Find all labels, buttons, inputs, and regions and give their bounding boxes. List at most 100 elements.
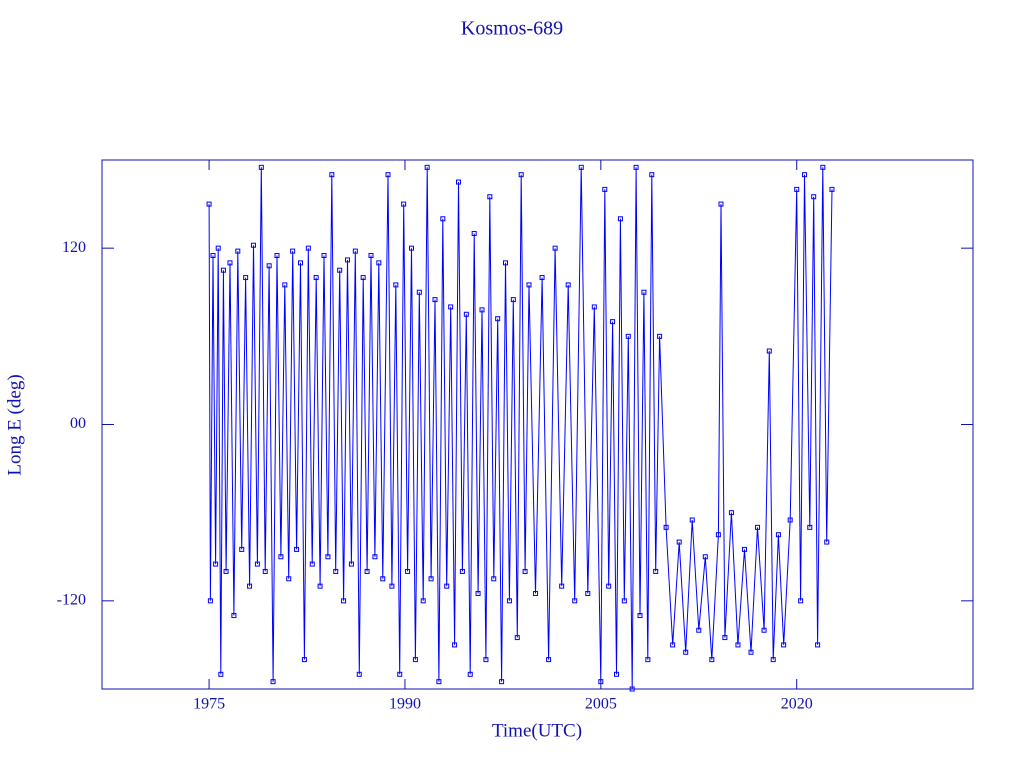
data-point: [376, 260, 382, 266]
data-point: [348, 561, 354, 567]
data-point: [794, 186, 800, 192]
data-point: [533, 590, 539, 596]
data-point: [448, 304, 454, 310]
data-point: [775, 532, 781, 538]
data-point: [552, 245, 558, 251]
data-point: [254, 561, 260, 567]
data-point: [696, 627, 702, 633]
data-point: [503, 260, 509, 266]
y-tick-label: 00: [70, 415, 86, 432]
data-point: [329, 172, 335, 178]
data-point: [344, 257, 350, 263]
data-point: [356, 671, 362, 677]
data-point: [709, 657, 715, 663]
data-point: [715, 532, 721, 538]
data-point: [591, 304, 597, 310]
data-point: [610, 319, 616, 325]
data-point: [420, 598, 426, 604]
data-point: [539, 275, 545, 281]
data-point: [578, 164, 584, 170]
data-point: [499, 679, 505, 685]
data-point: [641, 289, 647, 295]
data-point: [663, 524, 669, 530]
data-point: [755, 524, 761, 530]
data-point: [702, 554, 708, 560]
data-point: [487, 194, 493, 200]
data-point: [341, 598, 347, 604]
chart-title: Kosmos-689: [461, 18, 563, 40]
data-point: [455, 179, 461, 185]
data-point: [440, 216, 446, 222]
data-point: [220, 267, 226, 273]
data-point: [463, 311, 469, 317]
y-tick-label: 120: [62, 239, 86, 256]
data-point: [735, 642, 741, 648]
x-axis-label: Time(UTC): [492, 720, 582, 741]
data-point: [243, 275, 249, 281]
data-point: [633, 164, 639, 170]
data-point: [606, 583, 612, 589]
data-point: [247, 583, 253, 589]
data-point: [495, 316, 501, 322]
data-point: [645, 657, 651, 663]
data-point: [506, 598, 512, 604]
data-point: [401, 201, 407, 207]
data-point: [309, 561, 315, 567]
data-point: [649, 172, 655, 178]
data-point: [258, 164, 264, 170]
data-point: [602, 186, 608, 192]
data-point: [317, 583, 323, 589]
data-point: [235, 248, 241, 254]
data-point: [436, 679, 442, 685]
data-point: [770, 657, 776, 663]
data-point: [274, 253, 280, 259]
data-point: [286, 576, 292, 582]
data-point: [653, 568, 659, 574]
data-point: [325, 554, 331, 560]
data-point: [824, 539, 830, 545]
data-point: [313, 275, 319, 281]
data-point: [741, 546, 747, 552]
data-point: [301, 657, 307, 663]
data-point: [621, 598, 627, 604]
data-point: [432, 297, 438, 303]
data-point: [483, 657, 489, 663]
data-point: [360, 275, 366, 281]
data-point: [617, 216, 623, 222]
data-point: [385, 172, 391, 178]
data-point: [787, 517, 793, 523]
data-point: [728, 510, 734, 516]
data-point: [689, 517, 695, 523]
data-point: [372, 554, 378, 560]
data-point: [270, 679, 276, 685]
data-point: [227, 260, 233, 266]
data-point: [380, 576, 386, 582]
data-point: [820, 164, 826, 170]
data-point: [428, 576, 434, 582]
data-point: [491, 576, 497, 582]
data-point: [559, 583, 565, 589]
data-point: [397, 671, 403, 677]
data-point: [239, 546, 245, 552]
data-point: [215, 245, 221, 251]
data-point: [518, 172, 524, 178]
x-tick-label: 1975: [193, 696, 225, 713]
data-point: [637, 613, 643, 619]
data-point: [266, 263, 272, 269]
data-point: [722, 635, 728, 641]
data-point: [815, 642, 821, 648]
data-point: [514, 635, 520, 641]
data-point: [305, 245, 311, 251]
data-point: [585, 590, 591, 596]
data-point: [416, 289, 422, 295]
data-point: [213, 561, 219, 567]
data-point: [522, 568, 528, 574]
data-point: [337, 267, 343, 273]
data-point: [829, 186, 835, 192]
data-point: [459, 568, 465, 574]
data-point: [479, 307, 485, 313]
data-point: [625, 333, 631, 339]
data-point: [412, 657, 418, 663]
